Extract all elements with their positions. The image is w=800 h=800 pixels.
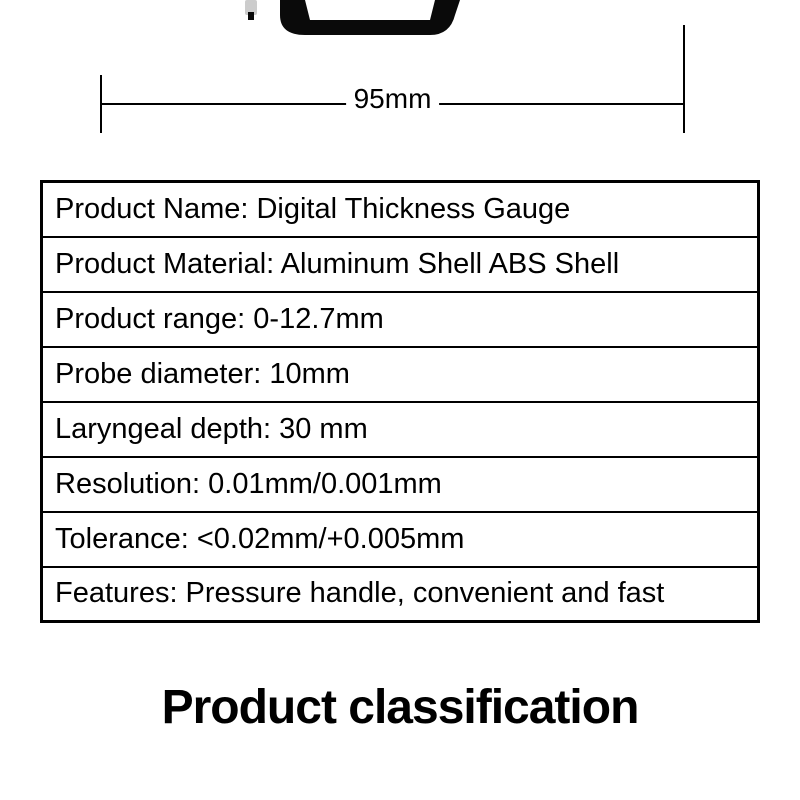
product-silhouette [230, 0, 510, 45]
table-row: Laryngeal depth: 30 mm [42, 402, 759, 457]
table-row: Probe diameter: 10mm [42, 347, 759, 402]
classification-title: Product classification [0, 680, 800, 735]
table-row: Tolerance: <0.02mm/+0.005mm [42, 512, 759, 567]
table-row: Resolution: 0.01mm/0.001mm [42, 457, 759, 512]
table-row: Product range: 0-12.7mm [42, 292, 759, 347]
spec-cell: Product range: 0-12.7mm [42, 292, 759, 347]
spec-cell: Features: Pressure handle, convenient an… [42, 567, 759, 622]
spec-cell: Probe diameter: 10mm [42, 347, 759, 402]
dimension-line: 95mm [100, 75, 685, 135]
spec-cell: Tolerance: <0.02mm/+0.005mm [42, 512, 759, 567]
table-row: Product Name: Digital Thickness Gauge [42, 182, 759, 237]
spec-table: Product Name: Digital Thickness Gauge Pr… [40, 180, 760, 623]
spec-table-body: Product Name: Digital Thickness Gauge Pr… [42, 182, 759, 622]
dim-right-bracket [683, 25, 685, 133]
spec-cell: Product Material: Aluminum Shell ABS She… [42, 237, 759, 292]
table-row: Features: Pressure handle, convenient an… [42, 567, 759, 622]
spec-cell: Product Name: Digital Thickness Gauge [42, 182, 759, 237]
spec-cell: Resolution: 0.01mm/0.001mm [42, 457, 759, 512]
dimension-label: 95mm [346, 83, 440, 115]
table-row: Product Material: Aluminum Shell ABS She… [42, 237, 759, 292]
spec-cell: Laryngeal depth: 30 mm [42, 402, 759, 457]
